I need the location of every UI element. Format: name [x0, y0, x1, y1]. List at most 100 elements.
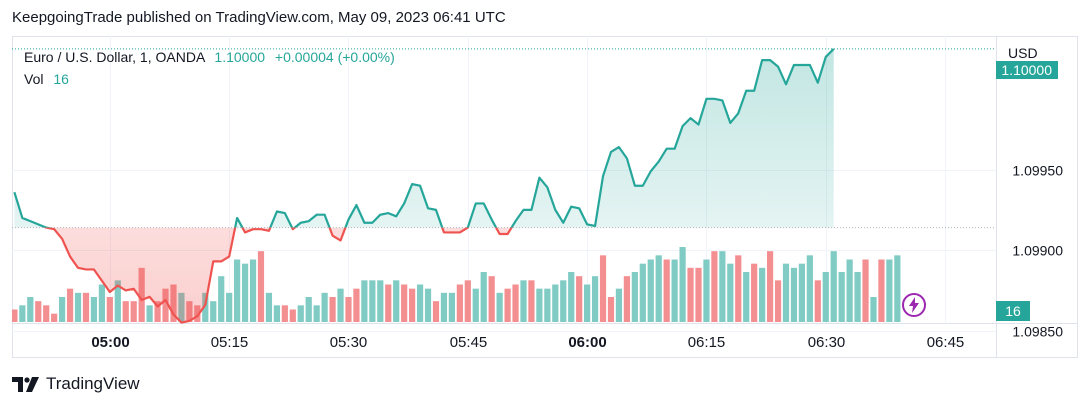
volume-bar: [663, 259, 670, 322]
volume-bar: [822, 272, 829, 322]
volume-bar: [106, 297, 113, 322]
volume-bar: [727, 263, 734, 322]
volume-bar: [703, 259, 710, 322]
area-fill-up: [14, 48, 834, 228]
volume-bar: [249, 259, 257, 322]
volume-bar: [671, 259, 678, 322]
volume-bar: [846, 259, 853, 322]
time-tick-label: 05:30: [330, 334, 368, 351]
legend-volume-row: Vol 16: [24, 68, 395, 90]
volume-bar: [743, 272, 750, 322]
volume-bar: [369, 280, 376, 322]
volume-bar: [305, 297, 312, 322]
volume-bar: [424, 288, 432, 322]
last-volume-tag: 16: [996, 301, 1030, 321]
volume-bar: [416, 284, 424, 322]
currency-label[interactable]: USD: [1008, 45, 1038, 61]
volume-bar: [313, 305, 320, 322]
volume-bar: [82, 292, 90, 322]
volume-bar: [480, 272, 487, 322]
volume-bar: [488, 276, 495, 322]
price-tick-label: 1.09850: [1012, 324, 1063, 340]
volume-bar: [393, 280, 400, 322]
legend-symbol-row: Euro / U.S. Dollar, 1, OANDA 1.10000 +0.…: [24, 46, 395, 68]
volume-bar: [599, 255, 607, 322]
volume-bar: [886, 259, 893, 322]
last-price-tag: 1.10000: [996, 61, 1058, 79]
volume-bar: [862, 259, 869, 322]
legend-symbol[interactable]: Euro / U.S. Dollar, 1, OANDA: [24, 49, 205, 65]
volume-bar: [385, 284, 392, 322]
volume-bar: [472, 288, 479, 322]
volume-bar: [154, 301, 161, 322]
volume-bar: [496, 292, 503, 322]
legend-price: 1.10000: [214, 49, 266, 65]
volume-bar: [234, 259, 241, 322]
volume-bar: [289, 309, 296, 322]
volume-bar: [615, 288, 623, 322]
volume-bar: [647, 259, 654, 322]
volume-bar: [90, 297, 98, 322]
volume-bar: [512, 284, 519, 322]
volume-bar: [464, 280, 471, 322]
volume-bar: [146, 305, 153, 322]
volume-bar: [66, 288, 74, 322]
time-tick-label: 06:30: [808, 334, 846, 351]
volume-bar: [552, 284, 559, 322]
volume-bar: [790, 267, 798, 322]
volume-bar: [377, 280, 384, 322]
volume-bar: [766, 251, 774, 322]
area-fill-down: [14, 227, 834, 323]
price-chart[interactable]: 1.09850 1.09900 1.09950 05:00 05:15 05:30 05:4…: [12, 36, 1078, 358]
volume-bar: [122, 301, 129, 322]
tradingview-logo-icon: [12, 377, 39, 392]
volume-bar: [329, 297, 336, 322]
volume-bar: [19, 305, 26, 322]
publisher-header: KeepgoingTrade published on TradingView.…: [12, 9, 506, 26]
volume-bar: [504, 288, 511, 322]
volume-bar: [655, 255, 662, 322]
volume-bar: [337, 288, 344, 322]
volume-bar: [297, 305, 304, 322]
volume-bar: [401, 284, 408, 322]
time-tick-label: 06:15: [688, 334, 726, 351]
volume-bar: [814, 280, 821, 322]
volume-bar: [798, 263, 805, 322]
volume-bar: [226, 292, 233, 322]
volume-bar: [687, 267, 694, 322]
chart-legend: Euro / U.S. Dollar, 1, OANDA 1.10000 +0.…: [24, 46, 395, 90]
time-tick-label: 06:45: [927, 334, 965, 351]
volume-bar: [98, 284, 105, 322]
volume-bar: [735, 255, 742, 322]
lightning-icon[interactable]: [901, 292, 927, 318]
legend-volume-label[interactable]: Vol: [24, 71, 44, 87]
volume-bar: [353, 288, 360, 322]
tradingview-branding[interactable]: TradingView: [12, 374, 140, 394]
volume-bar: [162, 288, 169, 322]
price-tick-label: 1.09950: [1012, 163, 1063, 179]
volume-bar: [218, 276, 225, 322]
volume-bar: [560, 280, 567, 322]
volume-bar: [528, 280, 535, 322]
volume-bar: [210, 301, 217, 322]
chart-border: [12, 36, 1078, 358]
volume-bar: [456, 284, 463, 322]
volume-bar: [520, 280, 527, 322]
volume-bar: [782, 263, 790, 322]
chart-frame[interactable]: 1.09850 1.09900 1.09950 05:00 05:15 05:30 05:4…: [12, 36, 1078, 358]
volume-bar: [544, 288, 551, 322]
volume-bar: [878, 259, 885, 322]
volume-bar: [894, 255, 901, 322]
volume-bar: [631, 272, 638, 322]
volume-bar: [35, 301, 42, 322]
volume-bar: [806, 255, 813, 322]
volume-bar: [870, 297, 877, 322]
tradingview-brand: TradingView: [46, 374, 140, 393]
volume-bar: [432, 301, 440, 322]
volume-bar: [679, 247, 686, 322]
legend-change: +0.00004 (+0.00%): [274, 49, 395, 65]
price-line-down: [43, 227, 513, 324]
volume-bar: [265, 292, 273, 322]
volume-bar: [774, 280, 782, 322]
volume-bar: [409, 288, 416, 322]
